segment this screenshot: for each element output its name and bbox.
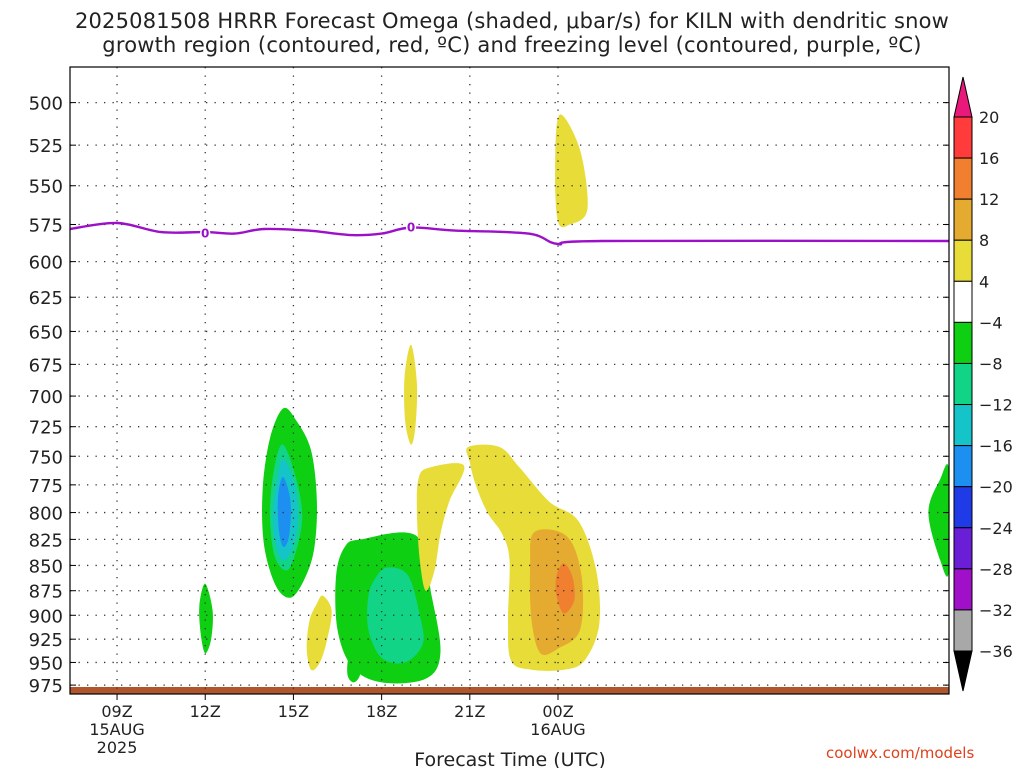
x-tick-label-0: 09Z bbox=[101, 702, 132, 721]
colorbar-label-13: −36 bbox=[979, 642, 1013, 661]
y-tick-label-600: 600 bbox=[29, 253, 63, 274]
colorbar-band-4 bbox=[953, 280, 973, 323]
omega-region-3 bbox=[277, 476, 291, 547]
x-axis-title: Forecast Time (UTC) bbox=[414, 749, 605, 768]
colorbar-label-1: 16 bbox=[979, 149, 999, 168]
colorbar-label-12: −32 bbox=[979, 601, 1013, 620]
y-tick-label-875: 875 bbox=[29, 582, 63, 603]
chart-title-line-2: growth region (contoured, red, ºC) and f… bbox=[102, 33, 922, 57]
x-tick-label-15: 00Z bbox=[542, 702, 573, 721]
y-tick-label-625: 625 bbox=[29, 288, 63, 309]
y-tick-label-525: 525 bbox=[29, 136, 63, 157]
colorbar-label-3: 8 bbox=[979, 231, 989, 250]
colorbar-label-11: −28 bbox=[979, 560, 1013, 579]
colorbar-band-8 bbox=[953, 445, 973, 488]
colorbar-band-10 bbox=[953, 527, 973, 570]
colorbar-top-arrow bbox=[953, 76, 973, 118]
y-tick-label-775: 775 bbox=[29, 476, 63, 497]
colorbar-band-9 bbox=[953, 486, 973, 529]
colorbar-label-2: 12 bbox=[979, 190, 999, 209]
omega-region-10 bbox=[416, 463, 465, 591]
colorbar-label-10: −24 bbox=[979, 519, 1013, 538]
x-date-label-0-1: 2025 bbox=[97, 738, 138, 757]
chart-title-line-1: 2025081508 HRRR Forecast Omega (shaded, … bbox=[74, 9, 950, 33]
x-tick-label-6: 15Z bbox=[278, 702, 309, 721]
omega-region-13 bbox=[555, 563, 575, 614]
y-tick-label-925: 925 bbox=[29, 630, 63, 651]
y-tick-label-975: 975 bbox=[29, 676, 63, 697]
x-tick-label-3: 12Z bbox=[190, 702, 221, 721]
y-tick-label-500: 500 bbox=[29, 94, 63, 115]
y-tick-label-825: 825 bbox=[29, 530, 63, 551]
colorbar: 20 16 12 8 4 −4 −8 −12 −16 −20 −24 −28 −32 −36 bbox=[953, 76, 1013, 692]
omega-region-4 bbox=[199, 583, 213, 654]
freezing-level-label-0: 0 bbox=[201, 227, 209, 241]
y-tick-label-550: 550 bbox=[29, 177, 63, 198]
omega-region-15 bbox=[928, 464, 949, 577]
colorbar-band-3 bbox=[953, 239, 973, 282]
y-tick-label-675: 675 bbox=[29, 355, 63, 376]
omega-region-8 bbox=[367, 567, 424, 664]
y-axis: 500 525 550 575 600 625 650 675 700 725 750 775 800 8… bbox=[29, 94, 949, 697]
ground-layer bbox=[70, 687, 949, 694]
x-tick-label-9: 18Z bbox=[366, 702, 397, 721]
omega-region-9 bbox=[404, 344, 418, 445]
x-tick-label-12: 21Z bbox=[454, 702, 485, 721]
credit-link[interactable]: coolwx.com/models bbox=[826, 744, 975, 762]
y-tick-label-575: 575 bbox=[29, 216, 63, 237]
colorbar-label-7: −12 bbox=[979, 396, 1013, 415]
colorbar-label-9: −20 bbox=[979, 478, 1013, 497]
plot-frame bbox=[69, 66, 950, 695]
colorbar-band-2 bbox=[953, 198, 973, 241]
x-date-label-15-0: 16AUG bbox=[530, 720, 585, 739]
omega-region-14 bbox=[555, 114, 588, 228]
omega-region-5 bbox=[306, 595, 332, 671]
y-tick-label-750: 750 bbox=[29, 447, 63, 468]
colorbar-label-0: 20 bbox=[979, 108, 999, 127]
colorbar-band-5 bbox=[953, 321, 973, 364]
y-tick-label-700: 700 bbox=[29, 387, 63, 408]
y-tick-label-950: 950 bbox=[29, 653, 63, 674]
colorbar-label-5: −4 bbox=[979, 313, 1003, 332]
colorbar-band-12 bbox=[953, 609, 973, 652]
colorbar-label-6: −8 bbox=[979, 354, 1003, 373]
colorbar-label-4: 4 bbox=[979, 272, 989, 291]
colorbar-band-11 bbox=[953, 568, 973, 611]
colorbar-band-6 bbox=[953, 362, 973, 406]
freezing-level-label-1: 0 bbox=[407, 221, 415, 235]
x-date-label-0-0: 15AUG bbox=[89, 720, 144, 739]
freezing-level-line bbox=[70, 221, 949, 246]
y-tick-label-650: 650 bbox=[29, 322, 63, 343]
y-tick-label-850: 850 bbox=[29, 556, 63, 577]
y-tick-label-800: 800 bbox=[29, 504, 63, 525]
colorbar-band-0 bbox=[953, 116, 973, 159]
y-tick-label-900: 900 bbox=[29, 606, 63, 627]
colorbar-bottom-arrow bbox=[953, 650, 973, 692]
ground-surface bbox=[70, 687, 949, 694]
colorbar-band-7 bbox=[953, 404, 973, 447]
colorbar-label-8: −16 bbox=[979, 437, 1013, 456]
omega-shading bbox=[199, 114, 949, 684]
y-tick-label-725: 725 bbox=[29, 418, 63, 439]
colorbar-band-1 bbox=[953, 157, 973, 200]
